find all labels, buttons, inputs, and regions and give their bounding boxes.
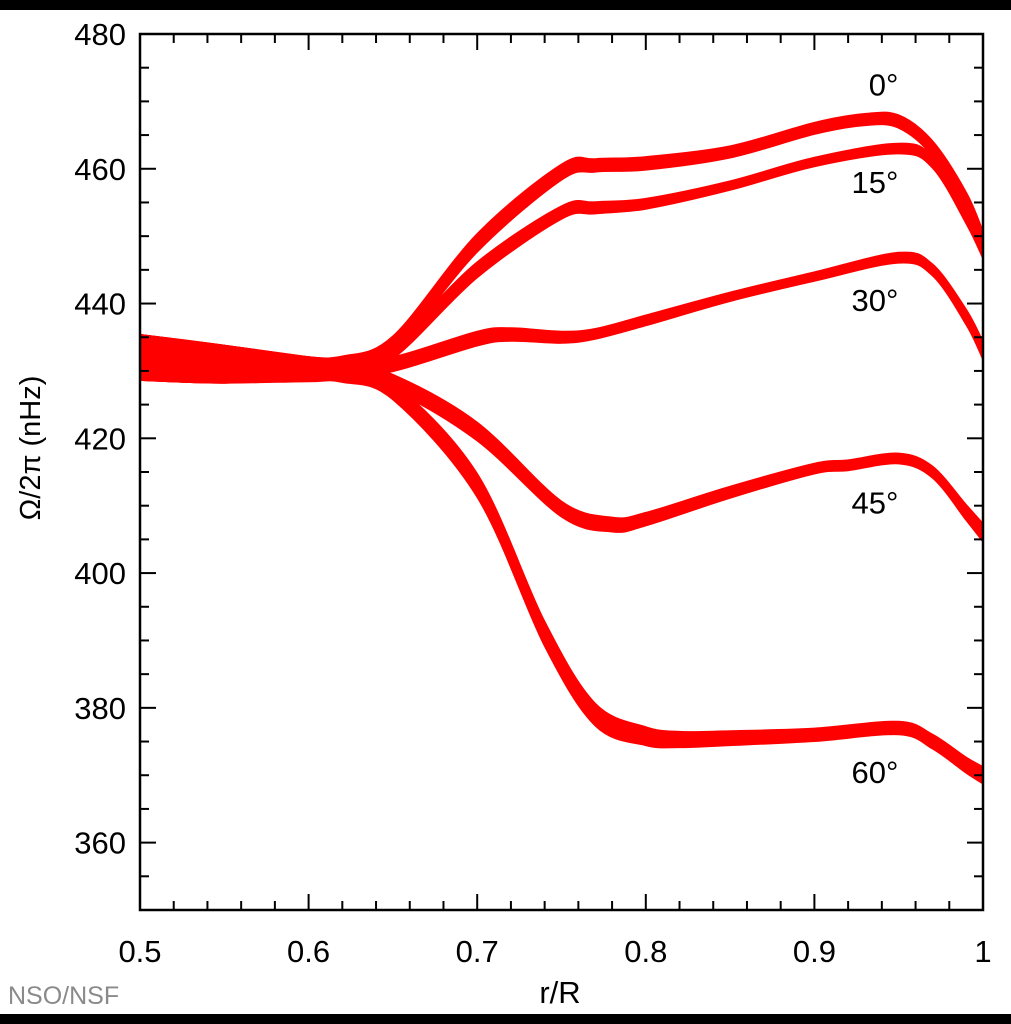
y-tick-label: 440 xyxy=(74,287,126,322)
x-tick-label: 0.6 xyxy=(287,934,330,969)
y-tick-label: 400 xyxy=(74,556,126,591)
rotation-profile-chart: 0.5 0.6 0.7 0.8 0.9 1 360 380 400 420 440 460 480 0°… xyxy=(15,17,992,1010)
series-bands xyxy=(139,111,984,785)
series-label: 0° xyxy=(869,68,899,103)
series-label: 30° xyxy=(852,283,899,318)
x-tick-label: 0.5 xyxy=(118,934,161,969)
series-label: 45° xyxy=(852,485,899,520)
bottom-black-bar xyxy=(0,1014,1011,1024)
y-tick-label: 460 xyxy=(74,152,126,187)
figure-canvas: 0.5 0.6 0.7 0.8 0.9 1 360 380 400 420 440 460 480 0°… xyxy=(0,10,1011,1014)
axis-tick-labels: 0.5 0.6 0.7 0.8 0.9 1 360 380 400 420 440 460 480 xyxy=(74,17,991,969)
x-tick-label: 0.7 xyxy=(456,934,499,969)
y-tick-label: 380 xyxy=(74,691,126,726)
y-axis-label: Ω/2π (nHz) xyxy=(15,376,47,521)
x-tick-label: 1 xyxy=(974,934,991,969)
top-black-bar xyxy=(0,0,1011,10)
y-tick-label: 360 xyxy=(74,826,126,861)
y-tick-label: 480 xyxy=(74,17,126,52)
y-tick-label: 420 xyxy=(74,421,126,456)
x-tick-label: 0.9 xyxy=(793,934,836,969)
x-tick-label: 0.8 xyxy=(624,934,667,969)
series-label: 15° xyxy=(852,165,899,200)
series-label: 60° xyxy=(852,755,899,790)
series-band-4 xyxy=(139,333,984,785)
axis-ticks xyxy=(139,33,984,911)
x-axis-label: r/R xyxy=(539,975,580,1010)
series-annotations: 0° 15° 30° 45° 60° xyxy=(852,68,899,790)
credit-text: NSO/NSF xyxy=(8,982,120,1010)
